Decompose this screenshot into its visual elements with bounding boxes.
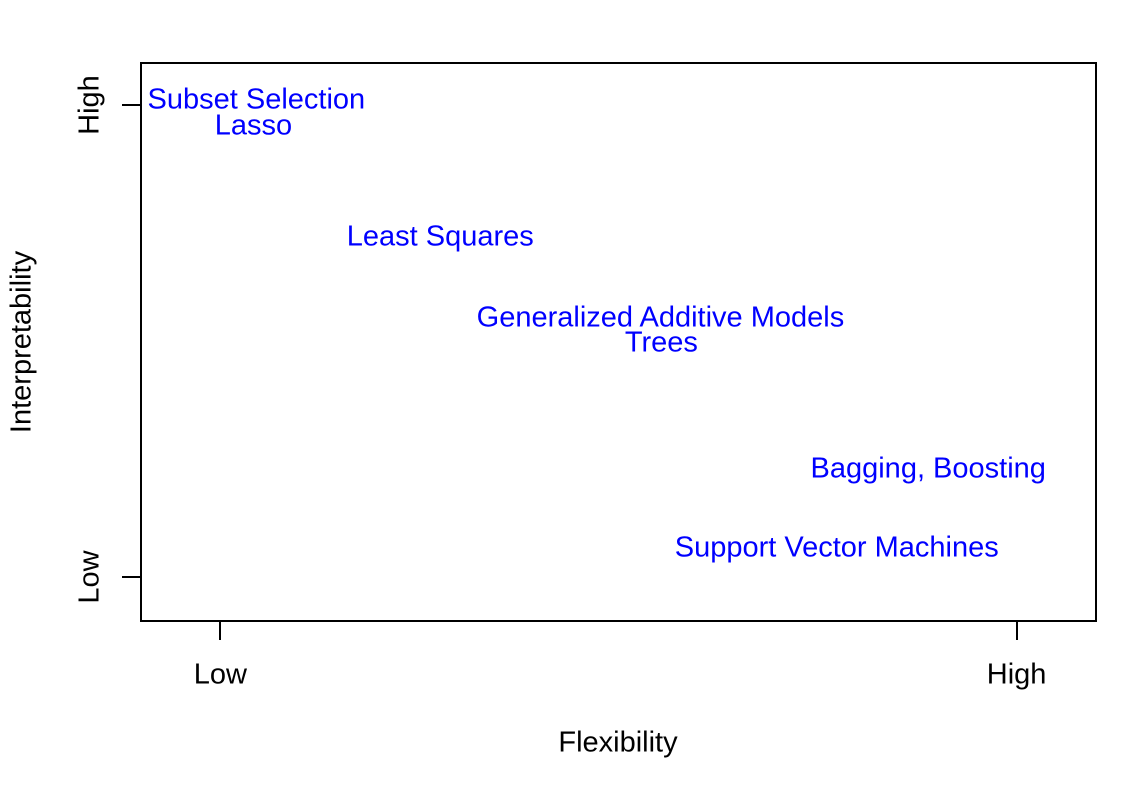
- y-tick-label: Low: [73, 550, 106, 604]
- method-label: Subset Selection: [147, 83, 366, 116]
- method-label: Least Squares: [346, 220, 534, 253]
- y-tick-label: High: [73, 75, 106, 135]
- method-label: Lasso: [214, 109, 293, 142]
- method-label: Support Vector Machines: [674, 531, 999, 564]
- x-tick-label: High: [986, 658, 1047, 691]
- x-tick-label: Low: [193, 658, 247, 691]
- y-tick-mark: [122, 104, 140, 107]
- method-label: Bagging, Boosting: [810, 452, 1046, 485]
- plot-area: Subset Selection Lasso Least Squares Genera…: [140, 62, 1097, 622]
- x-tick-mark: [1015, 622, 1018, 640]
- x-tick-mark: [219, 622, 222, 640]
- method-label: Generalized Additive Models: [476, 301, 845, 334]
- method-label: Trees: [624, 326, 698, 359]
- y-tick-mark: [122, 576, 140, 579]
- y-axis-title: Interpretability: [5, 250, 38, 434]
- x-axis-title: Flexibility: [558, 726, 678, 759]
